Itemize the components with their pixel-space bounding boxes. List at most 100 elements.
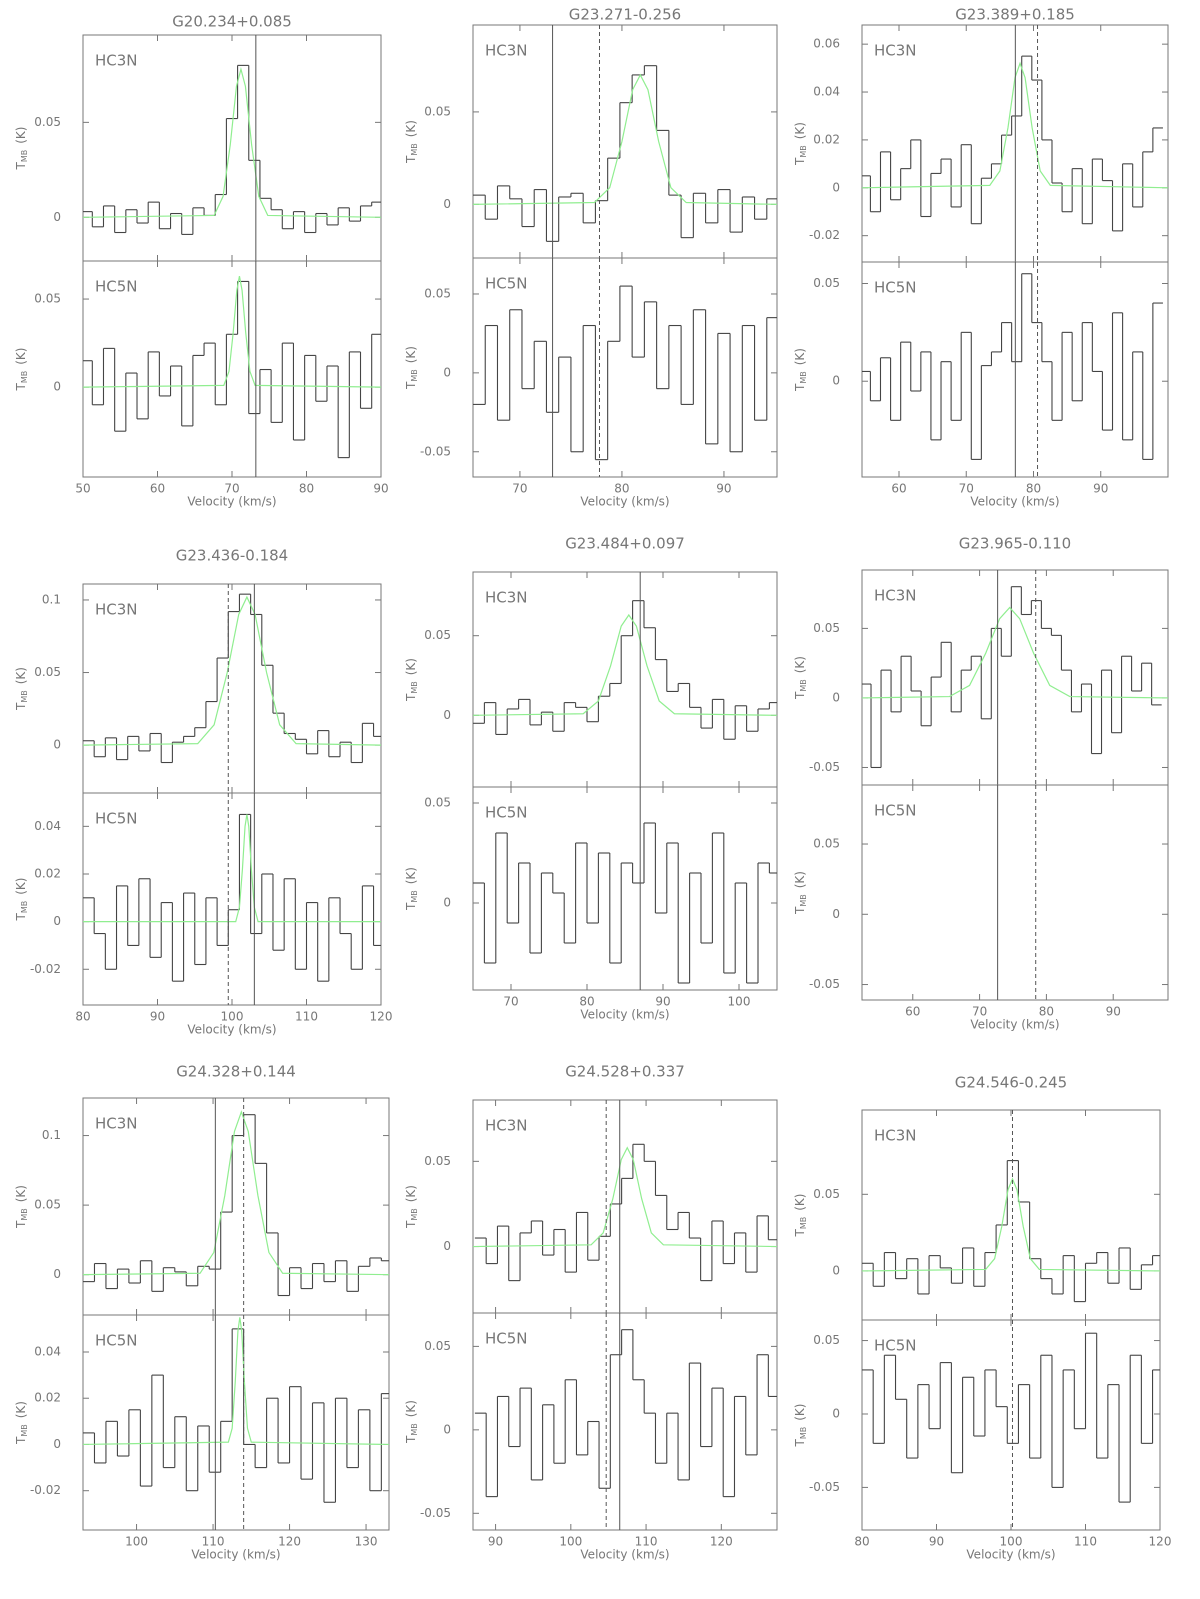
y-label-unit: (K) — [793, 656, 807, 673]
y-label-main: T — [404, 902, 418, 911]
y-axis-label: TMB (K) — [793, 1404, 808, 1448]
y-axis-label: TMB (K) — [14, 127, 29, 171]
chart-title: G20.234+0.085 — [172, 13, 292, 31]
x-tick-label: 90 — [373, 482, 388, 496]
y-label-main: T — [14, 1436, 28, 1445]
y-tick-label: -0.02 — [809, 228, 840, 242]
gaussian-fit — [82, 1317, 390, 1446]
molecule-label: HC5N — [95, 1332, 138, 1350]
y-tick-label: -0.05 — [420, 444, 451, 458]
x-tick-label: 80 — [614, 482, 629, 496]
y-tick-label: 0.1 — [42, 1128, 61, 1142]
y-label-main: T — [14, 912, 28, 921]
y-label-main: T — [404, 1220, 418, 1229]
y-label-sub: MB — [20, 150, 29, 162]
x-axis-label: Velocity (km/s) — [580, 1008, 669, 1022]
x-tick-label: 120 — [710, 1535, 733, 1549]
y-label-unit: (K) — [14, 1401, 28, 1418]
chart-title: G23.271-0.256 — [569, 6, 681, 24]
y-tick-label: 0.04 — [34, 819, 61, 833]
y-label-unit: (K) — [793, 1404, 807, 1421]
x-tick-label: 80 — [579, 995, 594, 1009]
y-tick-label: 0.02 — [34, 1391, 61, 1405]
x-tick-label: 70 — [959, 482, 974, 496]
y-axis-label: TMB (K) — [404, 1185, 419, 1229]
gaussian-fit — [82, 1110, 390, 1276]
x-tick-label: 110 — [1074, 1535, 1097, 1549]
x-tick-label: 110 — [295, 1010, 318, 1024]
x-tick-label: 90 — [655, 995, 670, 1009]
molecule-label: HC3N — [95, 52, 138, 70]
y-tick-label: 0.02 — [34, 866, 61, 880]
y-tick-label: 0.05 — [34, 665, 61, 679]
chart-title: G23.436-0.184 — [176, 547, 288, 565]
chart-title: G24.528+0.337 — [565, 1063, 685, 1081]
y-axis-label: TMB (K) — [404, 1400, 419, 1444]
x-tick-label: 90 — [716, 482, 731, 496]
y-label-sub: MB — [20, 371, 29, 383]
y-label-unit: (K) — [404, 1185, 418, 1202]
y-tick-label: 0 — [832, 1406, 840, 1420]
y-tick-label: 0 — [443, 365, 451, 379]
y-tick-label: 0 — [832, 374, 840, 388]
y-tick-label: 0.04 — [813, 85, 840, 99]
y-axis-label: TMB (K) — [14, 667, 29, 711]
y-label-unit: (K) — [793, 871, 807, 888]
chart-title: G24.546-0.245 — [955, 1074, 1067, 1092]
y-tick-label: 0.1 — [42, 592, 61, 606]
y-tick-label: -0.02 — [30, 962, 61, 976]
y-axis-label: TMB (K) — [793, 656, 808, 700]
y-tick-label: 0.05 — [424, 628, 451, 642]
chart-title: G24.328+0.144 — [176, 1063, 296, 1081]
y-tick-label: 0.05 — [424, 104, 451, 118]
gaussian-fit — [472, 73, 778, 205]
plot-frame — [472, 1312, 778, 1531]
y-label-sub: MB — [410, 890, 419, 902]
gaussian-fit — [82, 595, 382, 746]
x-tick-label: 90 — [150, 1010, 165, 1024]
y-label-unit: (K) — [14, 667, 28, 684]
y-label-sub: MB — [410, 369, 419, 381]
y-tick-label: 0.05 — [813, 621, 840, 635]
molecule-label: HC5N — [874, 802, 917, 820]
y-label-sub: MB — [20, 901, 29, 913]
x-tick-label: 100 — [125, 1535, 148, 1549]
y-tick-label: 0 — [53, 380, 61, 394]
x-tick-label: 70 — [224, 482, 239, 496]
molecule-label: HC3N — [485, 42, 528, 60]
x-tick-label: 50 — [75, 482, 90, 496]
y-axis-label: TMB (K) — [793, 871, 808, 915]
chart-title: G23.389+0.185 — [955, 6, 1075, 24]
molecule-label: HC3N — [485, 1117, 528, 1135]
molecule-label: HC3N — [485, 589, 528, 607]
y-tick-label: 0.06 — [813, 37, 840, 51]
molecule-label: HC3N — [95, 601, 138, 619]
x-tick-label: 80 — [1026, 482, 1041, 496]
y-axis-label: TMB (K) — [793, 1194, 808, 1238]
y-tick-label: -0.05 — [809, 977, 840, 991]
x-tick-label: 90 — [1093, 482, 1108, 496]
y-tick-label: 0 — [53, 914, 61, 928]
x-tick-label: 70 — [972, 1005, 987, 1019]
x-axis-label: Velocity (km/s) — [191, 1548, 280, 1562]
x-tick-label: 90 — [488, 1535, 503, 1549]
y-axis-label: TMB (K) — [793, 122, 808, 166]
y-tick-label: 0 — [443, 1239, 451, 1253]
x-tick-label: 60 — [150, 482, 165, 496]
y-label-main: T — [14, 382, 28, 391]
x-axis-label: Velocity (km/s) — [580, 495, 669, 509]
y-tick-label: 0.02 — [813, 132, 840, 146]
gaussian-fit — [82, 276, 382, 388]
y-tick-label: 0 — [832, 180, 840, 194]
x-tick-label: 110 — [202, 1535, 225, 1549]
y-tick-label: -0.05 — [420, 1506, 451, 1520]
y-axis-label: TMB (K) — [404, 346, 419, 390]
y-label-sub: MB — [799, 894, 808, 906]
y-label-main: T — [793, 1228, 807, 1237]
y-tick-label: 0 — [53, 1267, 61, 1281]
y-tick-label: 0 — [443, 896, 451, 910]
y-tick-label: 0.05 — [424, 1339, 451, 1353]
molecule-label: HC3N — [95, 1115, 138, 1133]
y-tick-label: 0.05 — [813, 1187, 840, 1201]
